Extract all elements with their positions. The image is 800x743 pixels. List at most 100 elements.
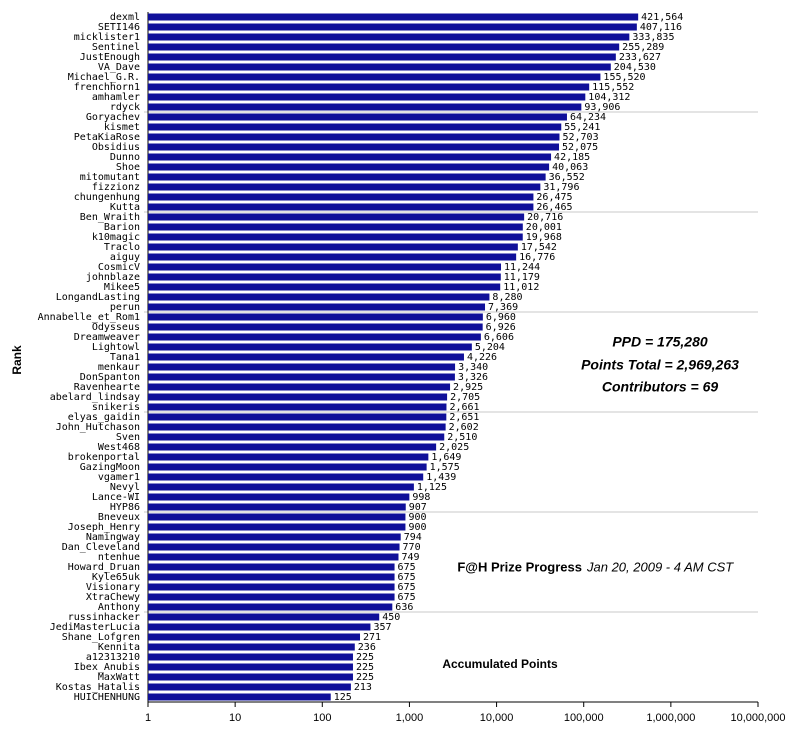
y-tick-label: dexml	[110, 12, 140, 23]
x-tick-label: 100	[313, 712, 331, 724]
value-label: 255,289	[622, 42, 664, 53]
bar	[148, 113, 567, 121]
value-label: 125	[334, 692, 352, 703]
x-tick-label: 10,000,000	[730, 712, 785, 724]
x-tick-label: 1	[145, 712, 151, 724]
value-label: 19,968	[526, 232, 562, 243]
value-label: 8,280	[492, 292, 522, 303]
value-label: 36,552	[549, 172, 585, 183]
value-label: 11,244	[504, 262, 540, 273]
y-tick-label: rdyck	[110, 102, 140, 113]
y-tick-label: Tana1	[110, 352, 140, 363]
value-label: 900	[408, 512, 426, 523]
y-tick-label: Obsidius	[92, 142, 140, 153]
y-tick-label: Traclo	[104, 242, 140, 253]
bar	[148, 153, 552, 161]
value-label: 2,510	[447, 432, 477, 443]
bar	[148, 483, 414, 491]
value-label: 6,606	[484, 332, 514, 343]
y-tick-label: Kennita	[98, 642, 140, 653]
bar	[148, 603, 393, 611]
y-axis-label: Rank	[10, 345, 24, 375]
value-label: 93,906	[584, 102, 620, 113]
y-tick-label: ntenhue	[98, 552, 140, 563]
y-tick-label: Howard_Druan	[68, 562, 140, 573]
value-label: 155,520	[603, 72, 645, 83]
bar	[148, 83, 590, 91]
y-tick-label: Mikee5	[104, 282, 140, 293]
value-label: 675	[398, 582, 416, 593]
bar	[148, 663, 353, 671]
bar	[148, 23, 637, 31]
y-tick-label: Ben_Wraith	[80, 212, 140, 223]
bar	[148, 423, 446, 431]
y-tick-label: Kutta	[110, 202, 140, 213]
y-tick-label: West468	[98, 442, 140, 453]
y-tick-label: Annabelle_et_Rom1	[38, 312, 140, 323]
value-label: 52,703	[562, 132, 598, 143]
y-tick-label: Bneveux	[98, 512, 140, 523]
bar	[148, 293, 490, 301]
value-label: 55,241	[564, 122, 600, 133]
bar	[148, 553, 399, 561]
value-label: 16,776	[519, 252, 555, 263]
y-tick-label: JustEnough	[80, 52, 140, 63]
value-label: 213	[354, 682, 372, 693]
y-tick-label: XtraChewy	[86, 592, 140, 603]
value-label: 1,439	[426, 472, 456, 483]
bar	[148, 403, 447, 411]
y-tick-label: HYP86	[110, 502, 140, 513]
y-tick-label: Lightowl	[92, 342, 140, 353]
value-label: 20,716	[527, 212, 563, 223]
y-tick-label: Anthony	[98, 602, 140, 613]
value-label: 357	[373, 622, 391, 633]
y-tick-label: vgamer1	[98, 472, 140, 483]
value-label: 20,001	[526, 222, 562, 233]
bar	[148, 563, 395, 571]
bar	[148, 133, 560, 141]
y-tick-label: fizzionz	[92, 182, 140, 193]
y-tick-label: GazingMoon	[80, 462, 140, 473]
y-tick-label: Sven	[116, 432, 140, 443]
value-label: 52,075	[562, 142, 598, 153]
value-label: 407,116	[640, 22, 682, 33]
bar	[148, 63, 611, 71]
bar	[148, 53, 616, 61]
value-label: 749	[401, 552, 419, 563]
y-tick-label: Joseph_Henry	[68, 522, 140, 533]
y-tick-label: Ibex_Anubis	[74, 662, 140, 673]
bar	[148, 503, 406, 511]
bar	[148, 313, 483, 321]
y-tick-label: a12313210	[86, 652, 140, 663]
y-tick-label: John_Hutchason	[56, 422, 140, 433]
y-tick-label: Goryachev	[86, 112, 140, 123]
y-tick-label: russinhacker	[68, 612, 140, 623]
bar	[148, 333, 481, 341]
bar	[148, 13, 639, 21]
bar	[148, 103, 582, 111]
value-label: 11,179	[504, 272, 540, 283]
y-tick-label: HUICHENHUNG	[74, 692, 140, 703]
y-tick-label: amhamler	[92, 92, 140, 103]
x-axis-label: Accumulated Points	[442, 657, 558, 671]
bar	[148, 173, 546, 181]
bar	[148, 123, 562, 131]
y-tick-label: abelard_lindsay	[50, 392, 140, 403]
value-label: 675	[398, 592, 416, 603]
bar	[148, 533, 401, 541]
value-label: 4,226	[467, 352, 497, 363]
value-label: 1,125	[417, 482, 447, 493]
bar	[148, 183, 541, 191]
y-tick-label: snikeris	[92, 402, 140, 413]
bar	[148, 253, 517, 261]
y-tick-label: CosmicV	[98, 262, 140, 273]
value-label: 770	[403, 542, 421, 553]
y-tick-label: Michael_G.R.	[68, 72, 140, 83]
x-tick-label: 10,000	[480, 712, 514, 724]
y-tick-label: Dreamweaver	[74, 332, 140, 343]
y-tick-label: chungenhung	[74, 192, 140, 203]
bar	[148, 383, 451, 391]
bar	[148, 273, 501, 281]
value-label: 2,602	[449, 422, 479, 433]
